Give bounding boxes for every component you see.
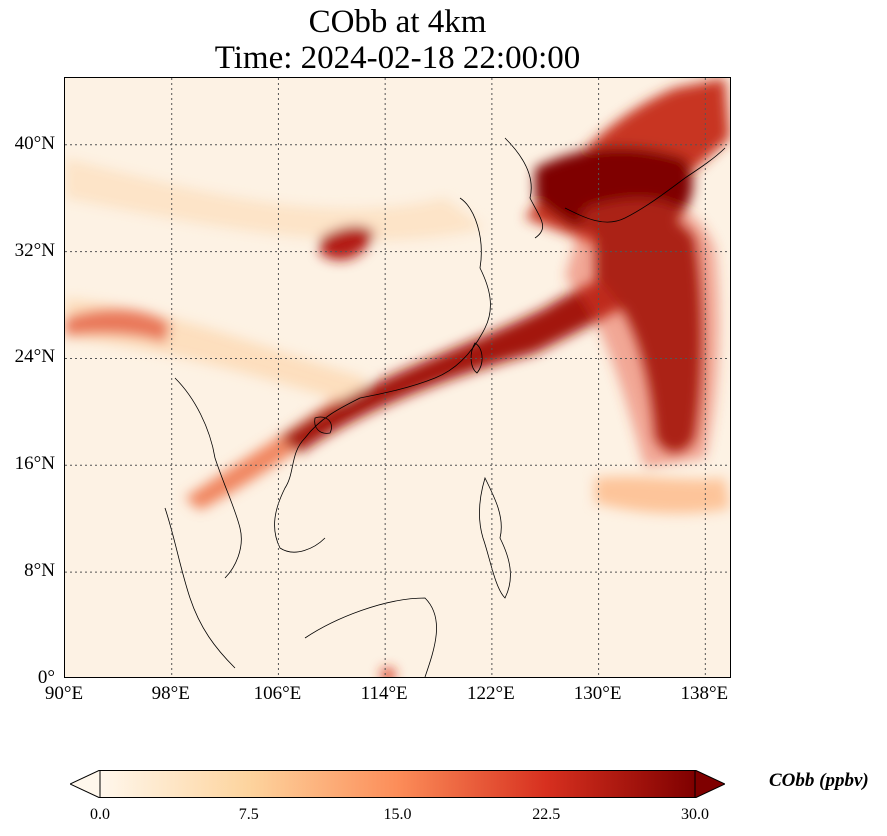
plume-east-faint bbox=[595, 476, 730, 514]
graticule bbox=[65, 78, 730, 677]
lat-tick-label: 40°N bbox=[14, 132, 55, 154]
faint-plume-north bbox=[65, 158, 485, 241]
coastline-borneo bbox=[304, 597, 437, 677]
lat-tick-label: 24°N bbox=[14, 346, 55, 368]
lon-tick-label: 90°E bbox=[44, 683, 84, 704]
plume-main-band bbox=[280, 248, 675, 453]
colorbar-tick-label: 15.0 bbox=[383, 806, 412, 823]
colorbar-extend-min bbox=[70, 770, 101, 798]
colorbar-tick-label: 7.5 bbox=[238, 806, 259, 823]
coastline-east-asia bbox=[274, 197, 491, 553]
map-panel[interactable] bbox=[64, 77, 731, 678]
lat-tick-label: 0° bbox=[37, 667, 55, 688]
colorbar-tick-label: 22.5 bbox=[532, 806, 561, 823]
colorbar-extend-max bbox=[694, 770, 725, 798]
map-title: CObb at 4km bbox=[308, 4, 487, 40]
colorbar-body bbox=[99, 770, 696, 798]
colorbar bbox=[70, 770, 725, 798]
concentration-field bbox=[65, 78, 730, 677]
lon-tick-label: 114°E bbox=[360, 683, 408, 704]
lon-tick-label: 122°E bbox=[467, 683, 515, 704]
lat-tick-label: 32°N bbox=[14, 239, 55, 261]
lon-tick-label: 106°E bbox=[253, 683, 302, 704]
plume-myanmar bbox=[65, 308, 170, 343]
lon-tick-label: 98°E bbox=[151, 683, 190, 704]
colorbar-tick-label: 0.0 bbox=[90, 806, 110, 823]
coastline-malay bbox=[164, 507, 236, 669]
plume-south-spot bbox=[381, 668, 395, 677]
lat-tick-label: 8°N bbox=[24, 560, 55, 582]
coastline-indochina bbox=[174, 377, 242, 579]
coastline-philippines bbox=[479, 476, 511, 599]
lat-tick-label: 16°N bbox=[14, 453, 55, 475]
lon-tick-label: 138°E bbox=[680, 683, 729, 704]
plume-pacific-halo bbox=[565, 198, 720, 469]
map-subtitle-time: Time: 2024-02-18 22:00:00 bbox=[214, 40, 581, 76]
map-field bbox=[65, 78, 730, 677]
coastline-korea bbox=[504, 137, 544, 239]
lon-tick-label: 130°E bbox=[573, 683, 622, 704]
coastline-taiwan bbox=[470, 342, 483, 374]
colorbar-label: CObb (ppbv) bbox=[769, 770, 869, 791]
coastline-hainan bbox=[314, 416, 332, 434]
colorbar-tick-label: 30.0 bbox=[681, 806, 709, 823]
